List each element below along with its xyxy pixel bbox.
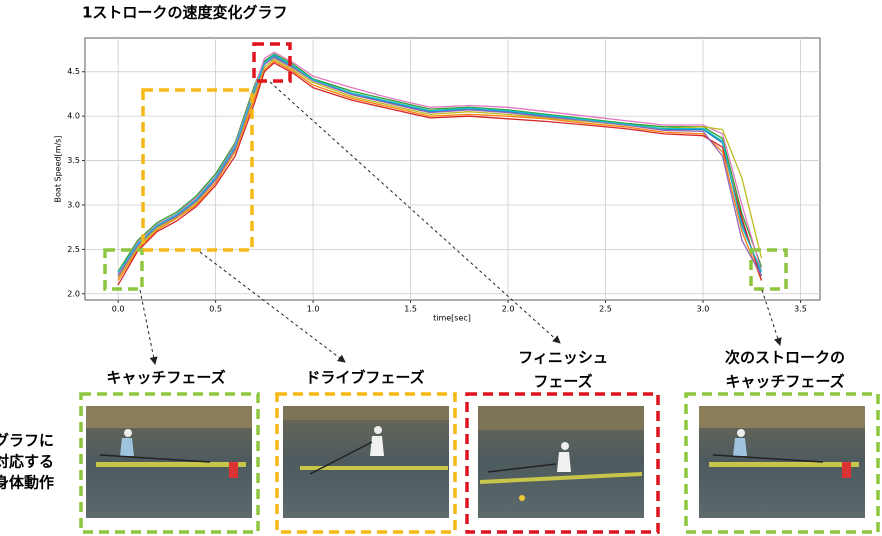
- next-catch-box: [749, 248, 788, 291]
- x-tick-label: 3.0: [697, 305, 710, 314]
- drive-box: [141, 88, 254, 252]
- x-tick-label: 1.0: [307, 305, 320, 314]
- photo-frame: [79, 392, 260, 534]
- chart-title: 1ストロークの速度変化グラフ: [82, 4, 287, 22]
- y-axis-label: Boat Speed[m/s]: [54, 136, 63, 203]
- photo: [478, 406, 644, 518]
- photo: [86, 406, 252, 518]
- finish-box: [252, 42, 292, 83]
- side-label: 対応する: [0, 453, 54, 471]
- y-tick-label: 2.5: [67, 245, 80, 254]
- side-label: グラフに: [0, 432, 54, 450]
- phase-label: フィニッシュ: [518, 349, 608, 367]
- catch-box: [103, 248, 144, 291]
- arrow: [139, 289, 158, 365]
- series-line: [117, 60, 763, 281]
- x-tick-label: 0.5: [209, 305, 222, 314]
- x-tick-label: 3.5: [794, 305, 807, 314]
- series-line: [117, 62, 763, 286]
- phase-label: キャッチフェーズ: [106, 369, 225, 387]
- side-label: 身体動作: [0, 474, 54, 492]
- phase-label: フェーズ: [533, 373, 592, 391]
- photo: [699, 406, 865, 518]
- x-tick-label: 0.0: [112, 305, 125, 314]
- arrow: [199, 251, 346, 363]
- series-line: [117, 54, 763, 273]
- series-line: [117, 56, 763, 277]
- arrow: [269, 81, 561, 344]
- photo-frame: [684, 392, 880, 534]
- x-axis-label: time[sec]: [433, 314, 471, 323]
- photo: [283, 406, 449, 518]
- x-tick-label: 2.5: [599, 305, 612, 314]
- phase-label: 次のストロークの: [725, 349, 845, 367]
- x-tick-label: 1.5: [404, 305, 417, 314]
- y-tick-label: 3.5: [67, 156, 80, 165]
- phase-label: キャッチフェーズ: [725, 373, 844, 391]
- series-line: [117, 51, 763, 275]
- y-tick-label: 4.0: [67, 112, 80, 121]
- y-tick-label: 2.0: [67, 289, 80, 298]
- phase-label: ドライブフェーズ: [305, 369, 424, 387]
- photo-frame: [465, 392, 660, 534]
- x-tick-label: 2.0: [502, 305, 515, 314]
- y-tick-label: 4.5: [67, 67, 80, 76]
- series-line: [117, 53, 763, 272]
- photo-frame: [275, 392, 457, 534]
- y-tick-label: 3.0: [67, 200, 80, 209]
- arrow: [761, 289, 782, 346]
- plot-frame: [84, 37, 821, 301]
